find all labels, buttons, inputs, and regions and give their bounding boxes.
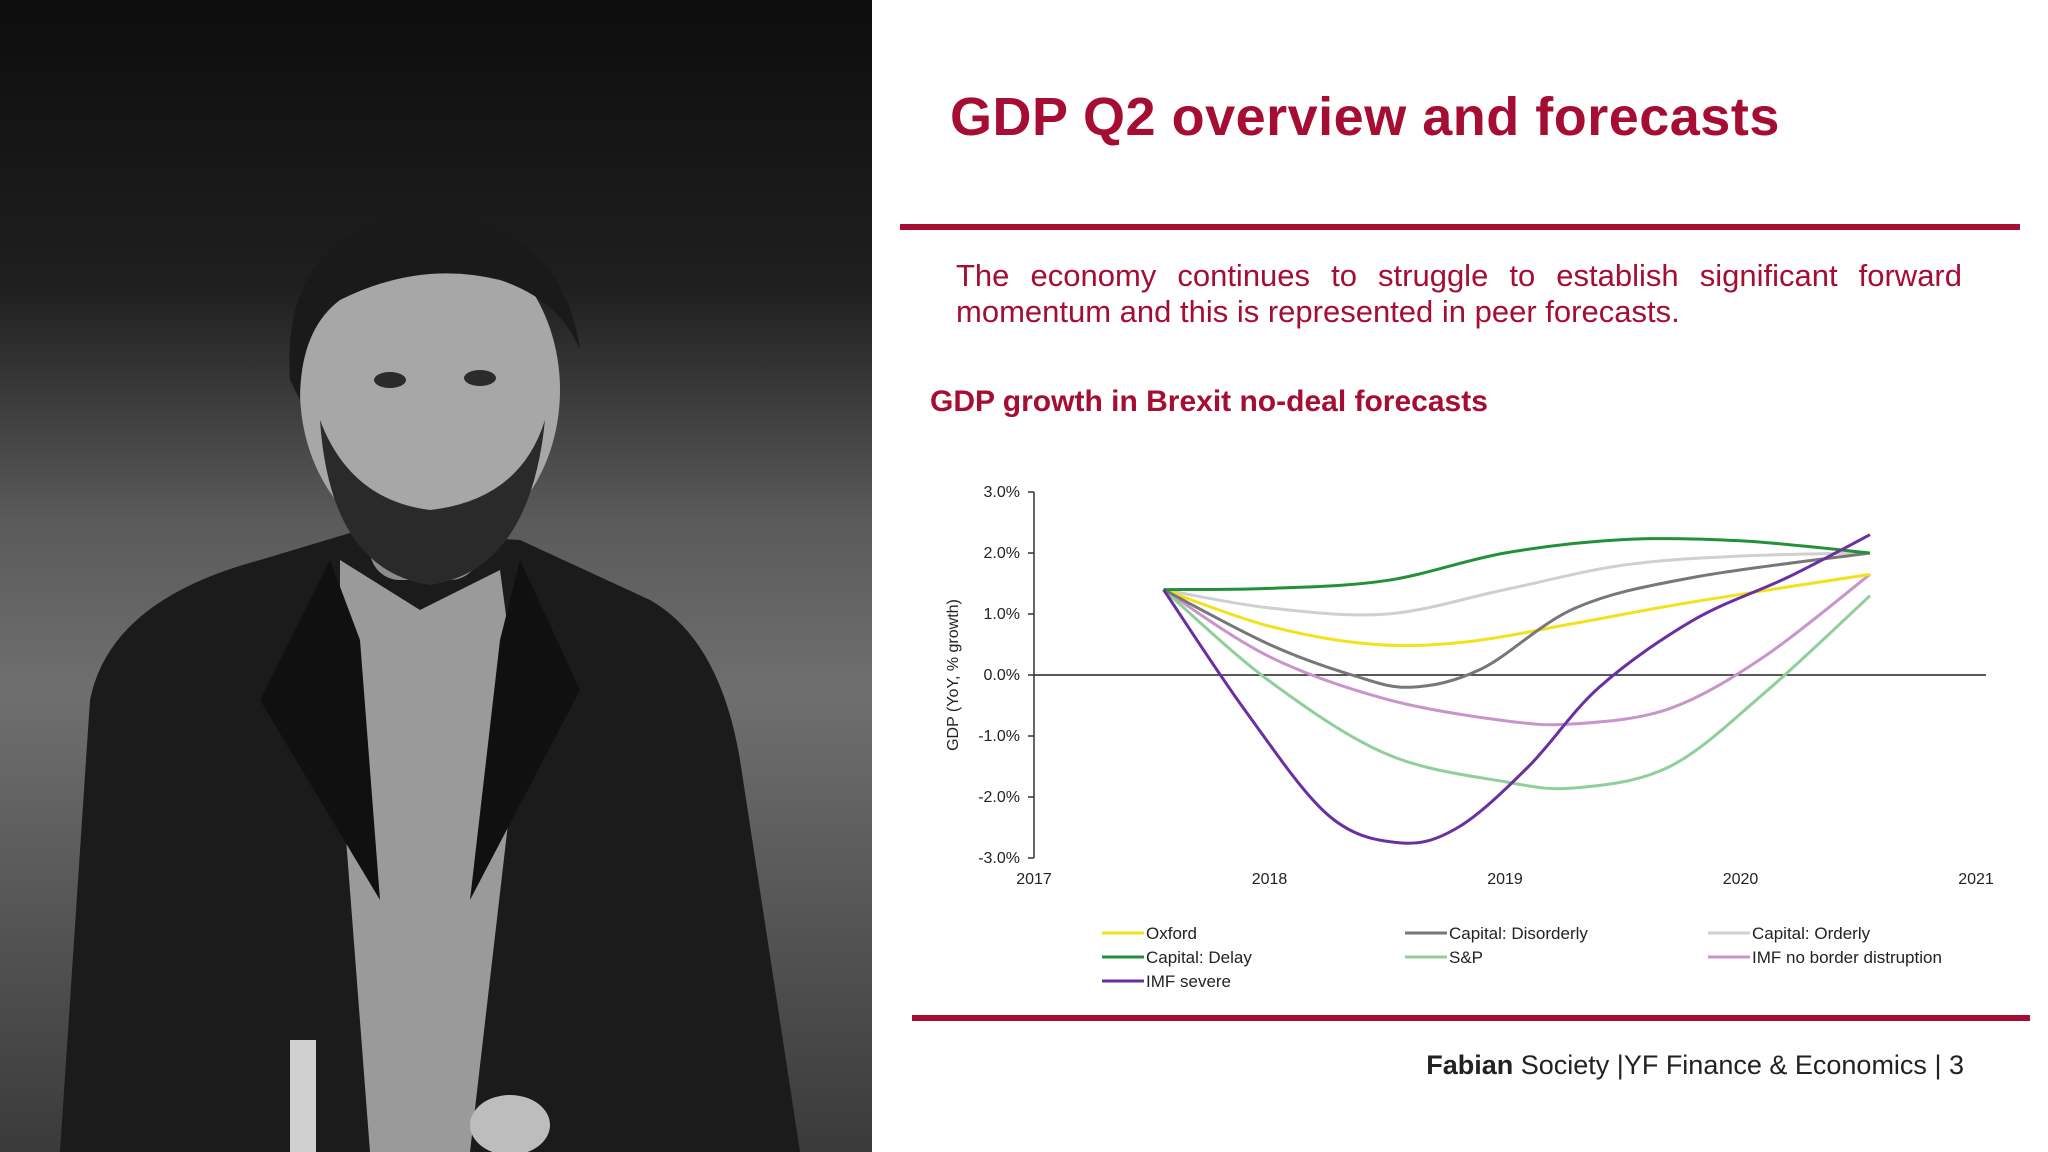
slide-subtitle: The economy continues to struggle to est…	[956, 258, 1962, 329]
y-tick-label: 2.0%	[984, 545, 1020, 562]
legend-label: IMF severe	[1146, 972, 1231, 991]
title-divider	[900, 224, 2020, 230]
series-line-capital-disorderly	[1162, 551, 1871, 689]
x-tick-label: 2020	[1723, 871, 1759, 888]
speaker-photo-illustration	[60, 215, 800, 1152]
legend-label: Capital: Delay	[1146, 948, 1252, 967]
series-line-capital-delay	[1163, 536, 1871, 592]
y-tick-label: 1.0%	[984, 606, 1020, 623]
speaker-photo	[0, 0, 872, 1152]
y-tick-label: -2.0%	[978, 789, 1020, 806]
y-axis-label: GDP (YoY, % growth)	[945, 599, 962, 751]
legend-label: Capital: Orderly	[1752, 924, 1871, 943]
x-tick-label: 2017	[1016, 871, 1052, 888]
series-line-imf-severe	[1162, 533, 1871, 845]
x-tick-label: 2019	[1487, 871, 1523, 888]
series-line-imf-no-border-distruption	[1162, 573, 1871, 727]
legend-label: Oxford	[1146, 924, 1197, 943]
y-tick-label: 3.0%	[984, 484, 1020, 501]
slide-title: GDP Q2 overview and forecasts	[950, 87, 1780, 147]
footer-org-bold: Fabian	[1426, 1050, 1514, 1080]
y-tick-label: -1.0%	[978, 728, 1020, 745]
legend-label: S&P	[1449, 948, 1483, 967]
footer: Fabian Society |YF Finance & Economics |…	[1426, 1050, 1964, 1081]
legend-label: Capital: Disorderly	[1449, 924, 1588, 943]
y-tick-label: -3.0%	[978, 850, 1020, 867]
chart-heading: GDP growth in Brexit no-deal forecasts	[930, 385, 1488, 418]
series-line-capital-orderly	[1163, 551, 1871, 617]
y-tick-label: 0.0%	[984, 667, 1020, 684]
footer-page-number: 3	[1948, 1050, 1964, 1080]
gdp-forecast-chart: -3.0% -2.0% -1.0% 0.0% 1.0% 2.0% 3.0% 2017 2018 2…	[945, 484, 1994, 991]
footer-divider	[912, 1015, 2030, 1021]
footer-page-separator: |	[1926, 1050, 1949, 1080]
series-line-s-p	[1162, 588, 1872, 791]
x-tick-label: 2021	[1958, 871, 1994, 888]
footer-org-rest: Society	[1513, 1050, 1610, 1080]
series-line-oxford	[1163, 572, 1871, 648]
footer-section: YF Finance & Economics	[1623, 1050, 1927, 1080]
footer-separator: |	[1609, 1050, 1624, 1080]
legend-label: IMF no border distruption	[1752, 948, 1942, 967]
x-tick-label: 2018	[1252, 871, 1288, 888]
